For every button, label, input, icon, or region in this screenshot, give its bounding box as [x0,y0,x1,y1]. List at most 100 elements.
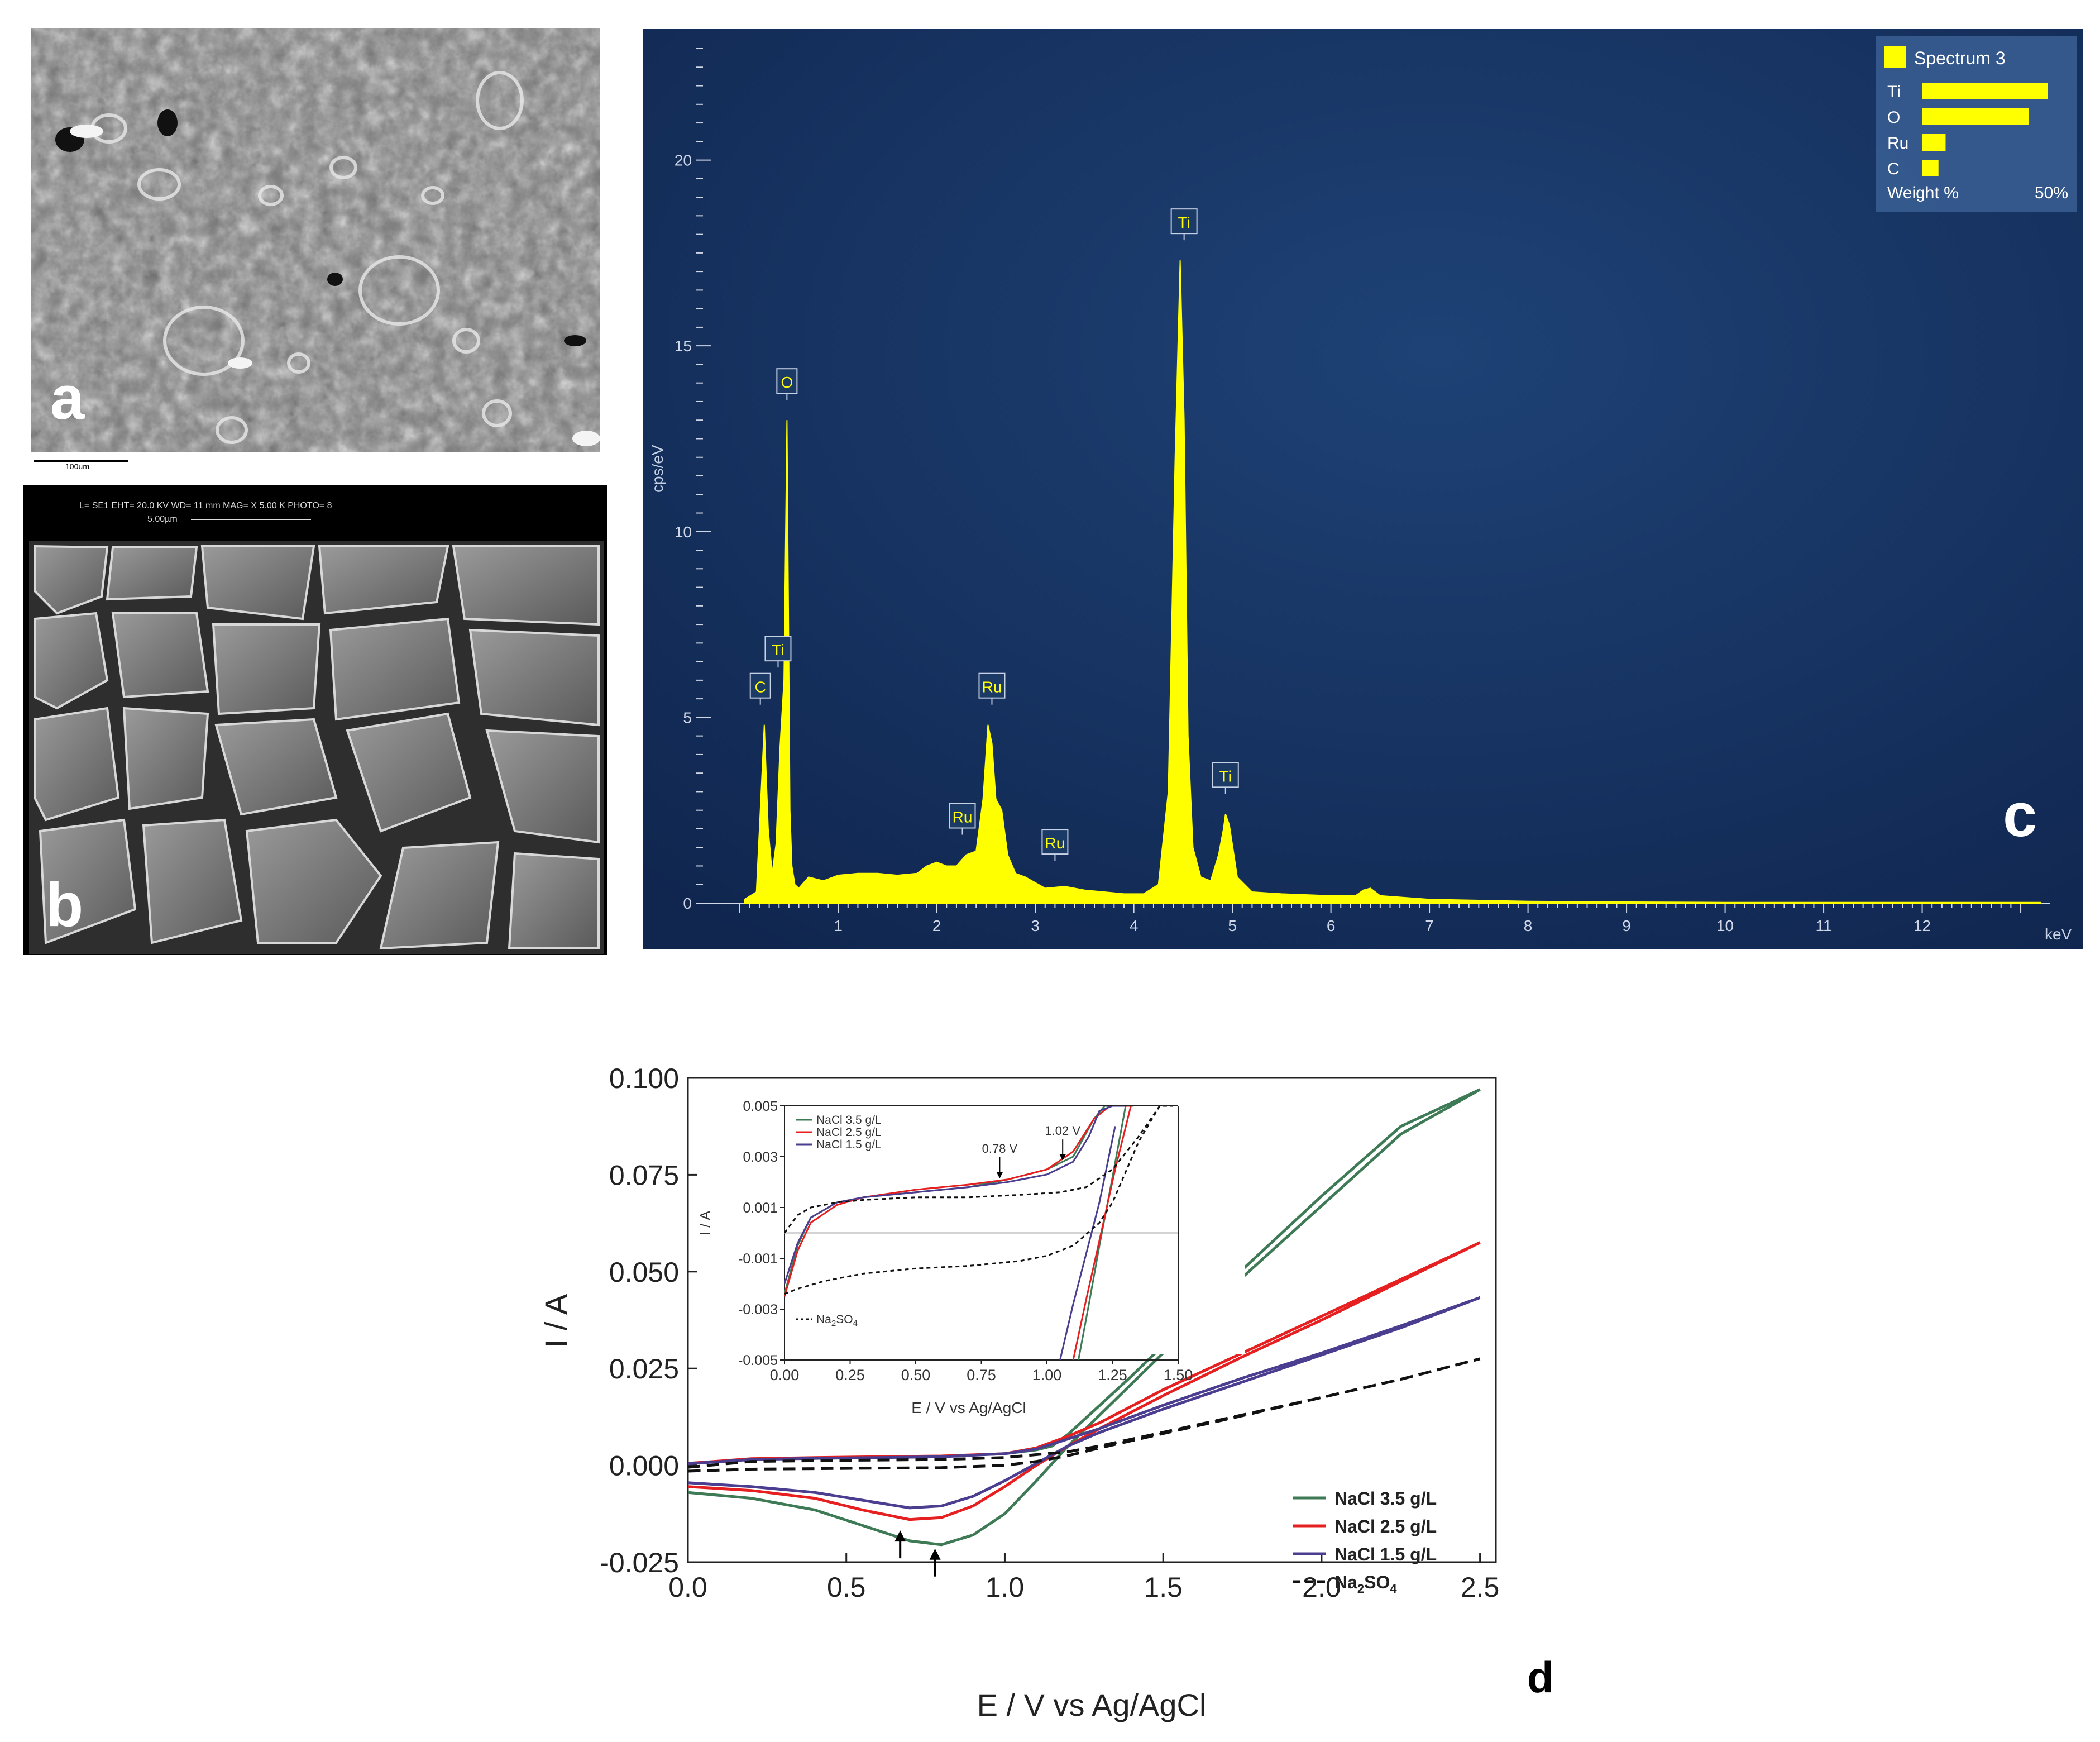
inset-frame [737,1089,1245,1354]
inset-curve [1072,1106,1132,1360]
x-tick-label-d: 1.0 [986,1572,1025,1603]
arrow-head [894,1530,906,1542]
main-legend: NaCl 3.5 g/L NaCl 2.5 g/L NaCl 1.5 g/L Na2S… [1293,1488,1437,1596]
legend-bar [1922,160,1939,176]
legend-item-label: Ti [1887,83,1901,101]
pit-rings [90,71,524,444]
peak-label-text: Ru [982,679,1002,696]
x-tick-label-c: 7 [1425,917,1434,934]
x-axis-label-d: E / V vs Ag/AgCl [977,1687,1207,1722]
peak-label-text: Ti [772,641,784,658]
scale-bar-label-b: 5.00µm [147,514,178,524]
legend-swatch [1884,46,1906,68]
y-tick-label-c: 0 [683,895,692,912]
inset-x-tick-label: 0.25 [835,1367,865,1383]
inset-x-tick-label: 1.25 [1098,1367,1127,1383]
x-tick-label-c: 9 [1622,917,1631,934]
inset-x-tick-label: 1.00 [1032,1367,1062,1383]
y-tick-label-d: 0.050 [609,1257,679,1288]
peak-label: Ti [1170,208,1198,241]
main-series [687,1088,1481,1547]
inset-curve [784,1106,1173,1234]
peak-label: Ru [978,672,1006,705]
inset-annotation-text: 1.02 V [1045,1124,1080,1138]
peak-label: Ru [1041,829,1069,861]
peak-arrows [894,1530,941,1577]
inset-y-tick-label: 0.005 [743,1099,778,1114]
peak-label: Ru [949,803,976,835]
panel-letter-d: d [1527,1653,1554,1702]
inset-y-tick-label: -0.005 [738,1353,778,1368]
inset-y-tick-label: 0.001 [743,1200,778,1216]
inset-series [784,1106,1173,1360]
x-tick-label-c: 6 [1327,917,1336,934]
y-tick-label-d: 0.075 [609,1159,679,1191]
inset-y-tick-label: -0.001 [738,1251,778,1267]
inset-annotations: 0.78 V 1.02 V [982,1124,1080,1178]
bright-spots [70,125,600,446]
spectrum-background [643,29,2083,949]
crack-plates [34,545,600,950]
y-axis-label-c: cps/eV [649,445,666,493]
inset-legend-label: NaCl 1.5 g/L [816,1138,882,1151]
legend-footer-left: Weight % [1887,184,1959,202]
x-tick-label-d: 1.5 [1144,1572,1183,1603]
peak-label: O [776,368,798,400]
inset-curve [1059,1126,1116,1360]
legend-label: Na2SO4 [1334,1572,1397,1596]
inset-legend-label: NaCl 2.5 g/L [816,1126,882,1139]
peak-label: Ti [1212,762,1239,794]
main-axes: 0.0 0.5 1.0 1.5 2.0 2.5 -0.025 0.000 0.025 0.050 0… [600,1063,1499,1603]
legend-label: NaCl 3.5 g/L [1334,1488,1437,1509]
inset-y-tick-label: -0.003 [738,1302,778,1318]
scale-bar-label-a: 100µm [65,462,89,469]
peak-label-text: Ru [1045,834,1065,852]
legend-item-label: O [1887,108,1900,127]
x-unit-label-c: keV [2045,925,2072,943]
cyclic-voltammetry-chart: 0.0 0.5 1.0 1.5 2.0 2.5 -0.025 0.000 0.025 0.050 0… [538,1063,1554,1722]
y-tick-label-d: 0.000 [609,1450,679,1482]
legend: Spectrum 3 Weight % 50% Ti O Ru C [1876,36,2077,212]
spectrum-trace [744,260,2041,904]
inset-curve [784,1106,1126,1284]
inset-y-axis-label: I / A [697,1210,714,1235]
arrow-head [929,1548,941,1560]
inset-y-tick-label: 0.003 [743,1149,778,1165]
x-tick-label-d: 2.5 [1461,1572,1500,1603]
panel-letter-a: a [50,364,85,432]
x-tick-label-d: 0.5 [827,1572,866,1603]
peak-label-text: Ti [1219,767,1232,785]
x-tick-label-c: 1 [834,917,843,934]
inset-x-tick-label: 0.75 [967,1367,996,1383]
panel-b-sem-image: L= SE1 EHT= 20.0 KV WD= 11 mm MAG= X 5.0… [23,485,607,955]
y-tick-label-d: 0.025 [609,1353,679,1385]
peak-label-text: O [781,374,793,391]
inset-x-axis-label: E / V vs Ag/AgCl [911,1399,1026,1416]
legend-label: NaCl 1.5 g/L [1334,1544,1437,1564]
peak-label: Ti [764,636,792,668]
y-tick-label-d: -0.025 [600,1547,679,1578]
inset-legend-label: NaCl 3.5 g/L [816,1114,882,1127]
peak-label: C [749,672,771,705]
cv-curve [687,1357,1481,1473]
inset-annotation-text: 0.78 V [982,1142,1018,1156]
legend-item-label: Ru [1887,134,1908,152]
x-tick-label-c: 3 [1031,917,1040,934]
inset-annotation-arrowhead [1059,1154,1066,1161]
inset-curve [784,1106,1161,1295]
legend-bar [1922,134,1946,151]
legend-title: Spectrum 3 [1914,48,2006,68]
inset-x-tick-label: 0.00 [770,1367,800,1383]
panel-letter-c: c [2003,781,2037,849]
y-tick-label-d: 0.100 [609,1063,679,1094]
cv-curve [687,1296,1481,1510]
inset-annotation-arrowhead [996,1171,1003,1178]
x-tick-label-d: 2.0 [1302,1572,1341,1603]
x-tick-label-c: 2 [932,917,941,934]
legend-bar [1922,108,2029,125]
x-tick-label-c: 12 [1914,917,1931,934]
x-tick-label-c: 4 [1130,917,1139,934]
inset-x-tick-label: 1.50 [1164,1367,1193,1383]
